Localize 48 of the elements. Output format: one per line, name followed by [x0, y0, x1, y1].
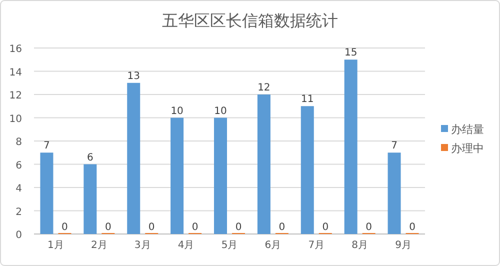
chart-title: 五华区区长信箱数据统计 [162, 11, 338, 30]
y-tick-label: 8 [16, 137, 22, 148]
data-label: 7 [391, 140, 398, 152]
data-label: 11 [301, 94, 314, 106]
legend-label: 办结量 [451, 123, 484, 136]
y-tick-label: 2 [16, 206, 22, 218]
data-label: 6 [86, 152, 94, 164]
y-tick-label: 12 [9, 90, 22, 102]
data-label: 0 [278, 222, 286, 233]
bar [300, 106, 314, 234]
y-tick-label: 14 [9, 67, 22, 78]
y-tick-label: 0 [16, 230, 22, 241]
y-tick-label: 6 [16, 160, 22, 172]
data-label: 0 [104, 222, 112, 233]
y-tick-label: 4 [16, 184, 22, 194]
x-tick-label: 9月 [395, 240, 412, 251]
data-label: 0 [192, 222, 198, 233]
legend-label: 办理中 [451, 142, 484, 155]
bar [388, 152, 401, 234]
x-tick-label: 4月 [178, 240, 194, 251]
x-tick-label: 5月 [221, 240, 238, 251]
bar [170, 118, 184, 234]
data-label: 0 [235, 222, 242, 233]
data-label: 12 [258, 82, 270, 94]
data-label: 13 [127, 70, 140, 82]
data-label: 10 [214, 106, 227, 117]
data-label: 0 [366, 222, 372, 233]
x-tick-label: 2月 [90, 240, 108, 251]
bar [84, 164, 97, 234]
x-tick-label: 8月 [352, 240, 368, 251]
x-tick-label: 7月 [308, 240, 325, 251]
y-tick-label: 10 [9, 114, 22, 125]
bar [214, 118, 227, 234]
data-label: 0 [322, 222, 329, 233]
x-tick-label: 3月 [134, 240, 151, 251]
data-label: 10 [170, 106, 184, 117]
data-label: 0 [62, 222, 68, 233]
x-tick-label: 6月 [264, 240, 282, 251]
data-label: 0 [409, 222, 416, 233]
bar [257, 94, 270, 234]
bar [127, 82, 140, 234]
data-label: 7 [44, 140, 50, 152]
y-tick-label: 16 [9, 44, 22, 55]
data-label: 0 [148, 222, 155, 233]
x-tick-label: 1月 [48, 240, 64, 251]
data-label: 15 [344, 48, 358, 59]
bar [40, 152, 54, 234]
bar [344, 60, 358, 234]
